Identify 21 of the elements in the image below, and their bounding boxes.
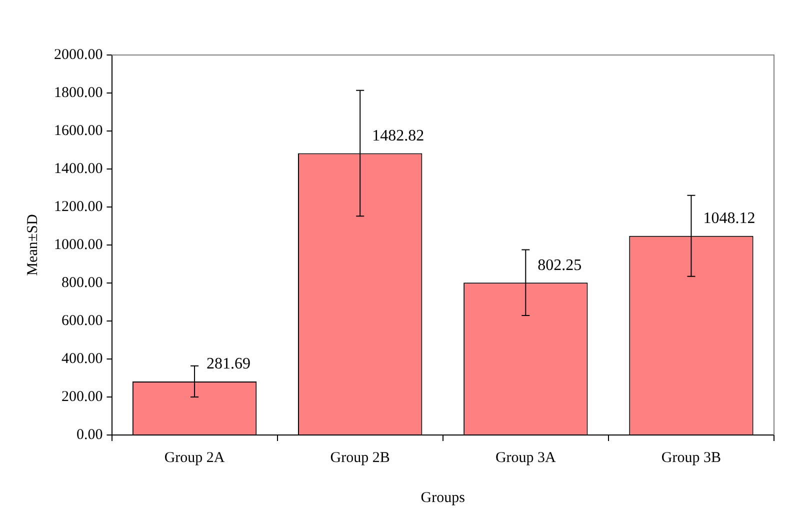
- y-tick-label: 1200.00: [54, 198, 103, 215]
- y-tick-label: 1600.00: [54, 122, 103, 139]
- y-tick-label: 1000.00: [54, 236, 103, 253]
- y-tick-label: 400.00: [62, 350, 103, 367]
- data-label: 802.25: [538, 256, 582, 274]
- y-tick-label: 1800.00: [54, 84, 103, 101]
- y-tick-label: 200.00: [62, 388, 103, 405]
- y-tick-label: 800.00: [62, 274, 103, 291]
- data-label: 1482.82: [372, 127, 424, 144]
- data-label: 281.69: [206, 356, 251, 373]
- x-tick-label: Group 2A: [164, 450, 225, 466]
- data-label: 1048.12: [703, 210, 756, 228]
- x-axis-title: Groups: [420, 490, 466, 506]
- y-tick-label: 2000.00: [54, 46, 103, 63]
- x-tick-label: Group 3A: [495, 450, 556, 466]
- y-tick-label: 0.00: [76, 426, 103, 443]
- x-tick-label: Group 3B: [661, 450, 722, 466]
- y-tick-label: 1400.00: [54, 160, 103, 177]
- y-tick-label: 600.00: [62, 312, 103, 329]
- x-tick-label: Group 2B: [330, 450, 390, 466]
- y-axis-title: Mean±SD: [24, 214, 41, 276]
